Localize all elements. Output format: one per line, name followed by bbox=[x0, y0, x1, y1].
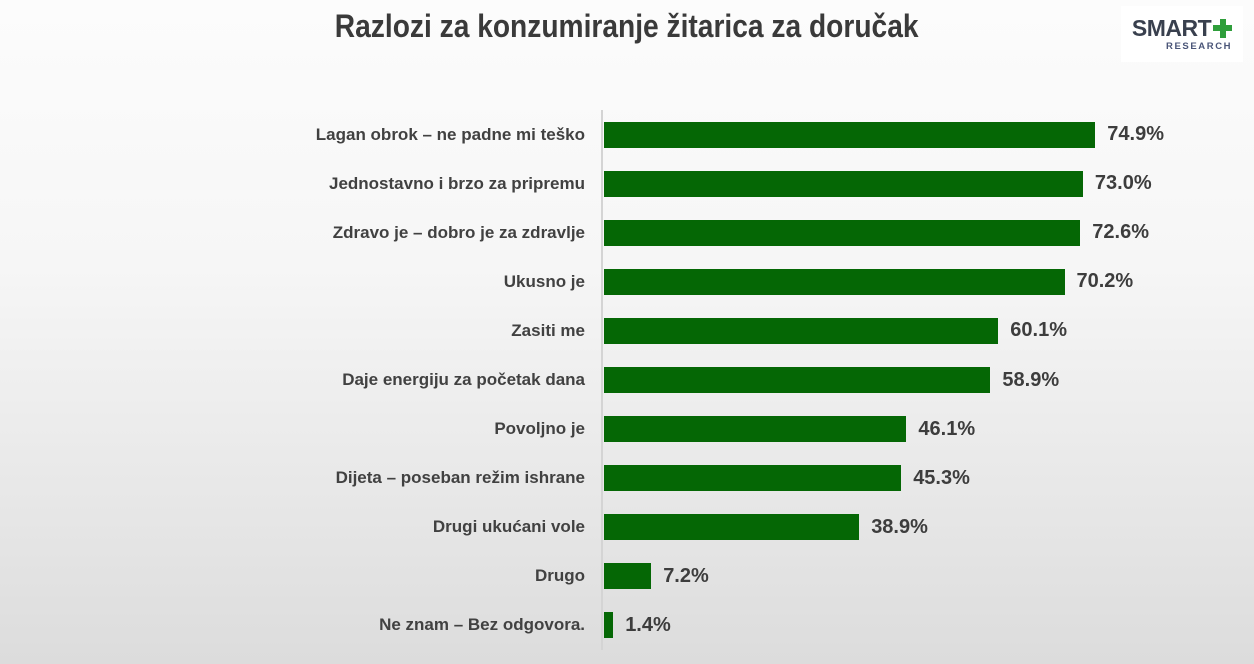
bar-row: Ne znam – Bez odgovora. 1.4% bbox=[0, 601, 1254, 650]
bar-area: 73.0% bbox=[604, 170, 1254, 197]
bar-area: 46.1% bbox=[604, 416, 1254, 443]
bar bbox=[604, 416, 907, 443]
value-label: 60.1% bbox=[1010, 319, 1068, 342]
bar-area: 60.1% bbox=[604, 317, 1254, 344]
category-label: Jednostavno i brzo za pripremu bbox=[329, 173, 585, 193]
bar bbox=[604, 514, 860, 541]
bar bbox=[604, 170, 1083, 197]
value-label: 46.1% bbox=[918, 417, 976, 440]
logo-wordmark: SMART bbox=[1131, 14, 1233, 41]
bar-area: 45.3% bbox=[604, 465, 1254, 492]
logo-subtitle-text: RESEARCH bbox=[1166, 40, 1233, 52]
logo-inner: SMART RESEARCH bbox=[1131, 14, 1233, 52]
bar-area: 1.4% bbox=[604, 612, 1254, 639]
category-label: Ukusno je bbox=[503, 271, 585, 291]
value-label: 58.9% bbox=[1002, 368, 1060, 391]
value-label: 74.9% bbox=[1107, 123, 1165, 146]
bar bbox=[604, 121, 1096, 148]
bar bbox=[604, 367, 991, 394]
value-label: 7.2% bbox=[663, 564, 709, 587]
category-label: Ne znam – Bez odgovora. bbox=[379, 615, 585, 635]
page-title-text: Razlozi za konzumiranje žitarica za doru… bbox=[335, 8, 919, 44]
bar bbox=[604, 465, 902, 492]
header: Razlozi za konzumiranje žitarica za doru… bbox=[0, 0, 1254, 70]
category-label: Povoljno je bbox=[494, 419, 585, 439]
page-title: Razlozi za konzumiranje žitarica za doru… bbox=[0, 0, 1254, 45]
bar bbox=[604, 317, 999, 344]
bar-row: Drugi ukućani vole 38.9% bbox=[0, 503, 1254, 552]
category-label: Lagan obrok – ne padne mi teško bbox=[315, 124, 585, 144]
y-axis-line bbox=[601, 110, 603, 650]
bar-chart: Lagan obrok – ne padne mi teško 74.9% Jedn… bbox=[0, 110, 1254, 650]
bar-area: 38.9% bbox=[604, 514, 1254, 541]
bar-area: 70.2% bbox=[604, 268, 1254, 295]
bar-area: 7.2% bbox=[604, 563, 1254, 590]
bar-area: 72.6% bbox=[604, 219, 1254, 246]
bar bbox=[604, 219, 1081, 246]
value-label: 72.6% bbox=[1092, 221, 1150, 244]
bar bbox=[604, 268, 1065, 295]
value-label: 38.9% bbox=[871, 515, 928, 538]
bar-area: 74.9% bbox=[604, 121, 1254, 148]
value-label: 45.3% bbox=[913, 466, 970, 489]
category-label: Zasiti me bbox=[511, 320, 585, 340]
bar-row: Zasiti me 60.1% bbox=[0, 306, 1254, 355]
category-label: Drugi ukućani vole bbox=[432, 517, 585, 537]
plus-icon bbox=[1213, 18, 1233, 38]
bar-row: Jednostavno i brzo za pripremu 73.0% bbox=[0, 159, 1254, 208]
logo-brand-text: SMART bbox=[1131, 14, 1212, 41]
category-label: Zdravo je – dobro je za zdravlje bbox=[332, 222, 585, 242]
plus-icon-vertical bbox=[1219, 18, 1226, 38]
bar-row: Povoljno je 46.1% bbox=[0, 405, 1254, 454]
bar-area: 58.9% bbox=[604, 367, 1254, 394]
category-label: Daje energiju za početak dana bbox=[342, 370, 585, 390]
category-label: Dijeta – poseban režim ishrane bbox=[335, 468, 585, 488]
bar-row: Zdravo je – dobro je za zdravlje 72.6% bbox=[0, 208, 1254, 257]
bar bbox=[604, 563, 652, 590]
bar-row: Ukusno je 70.2% bbox=[0, 257, 1254, 306]
smart-research-logo: SMART RESEARCH bbox=[1121, 6, 1243, 62]
bar bbox=[604, 612, 614, 639]
bar-row: Dijeta – poseban režim ishrane 45.3% bbox=[0, 454, 1254, 503]
bar-row: Daje energiju za početak dana 58.9% bbox=[0, 355, 1254, 404]
bar-row: Lagan obrok – ne padne mi teško 74.9% bbox=[0, 110, 1254, 159]
value-label: 73.0% bbox=[1094, 172, 1152, 195]
value-label: 70.2% bbox=[1076, 270, 1134, 293]
category-label: Drugo bbox=[534, 566, 585, 586]
bar-row: Drugo 7.2% bbox=[0, 552, 1254, 601]
value-label: 1.4% bbox=[625, 613, 671, 636]
